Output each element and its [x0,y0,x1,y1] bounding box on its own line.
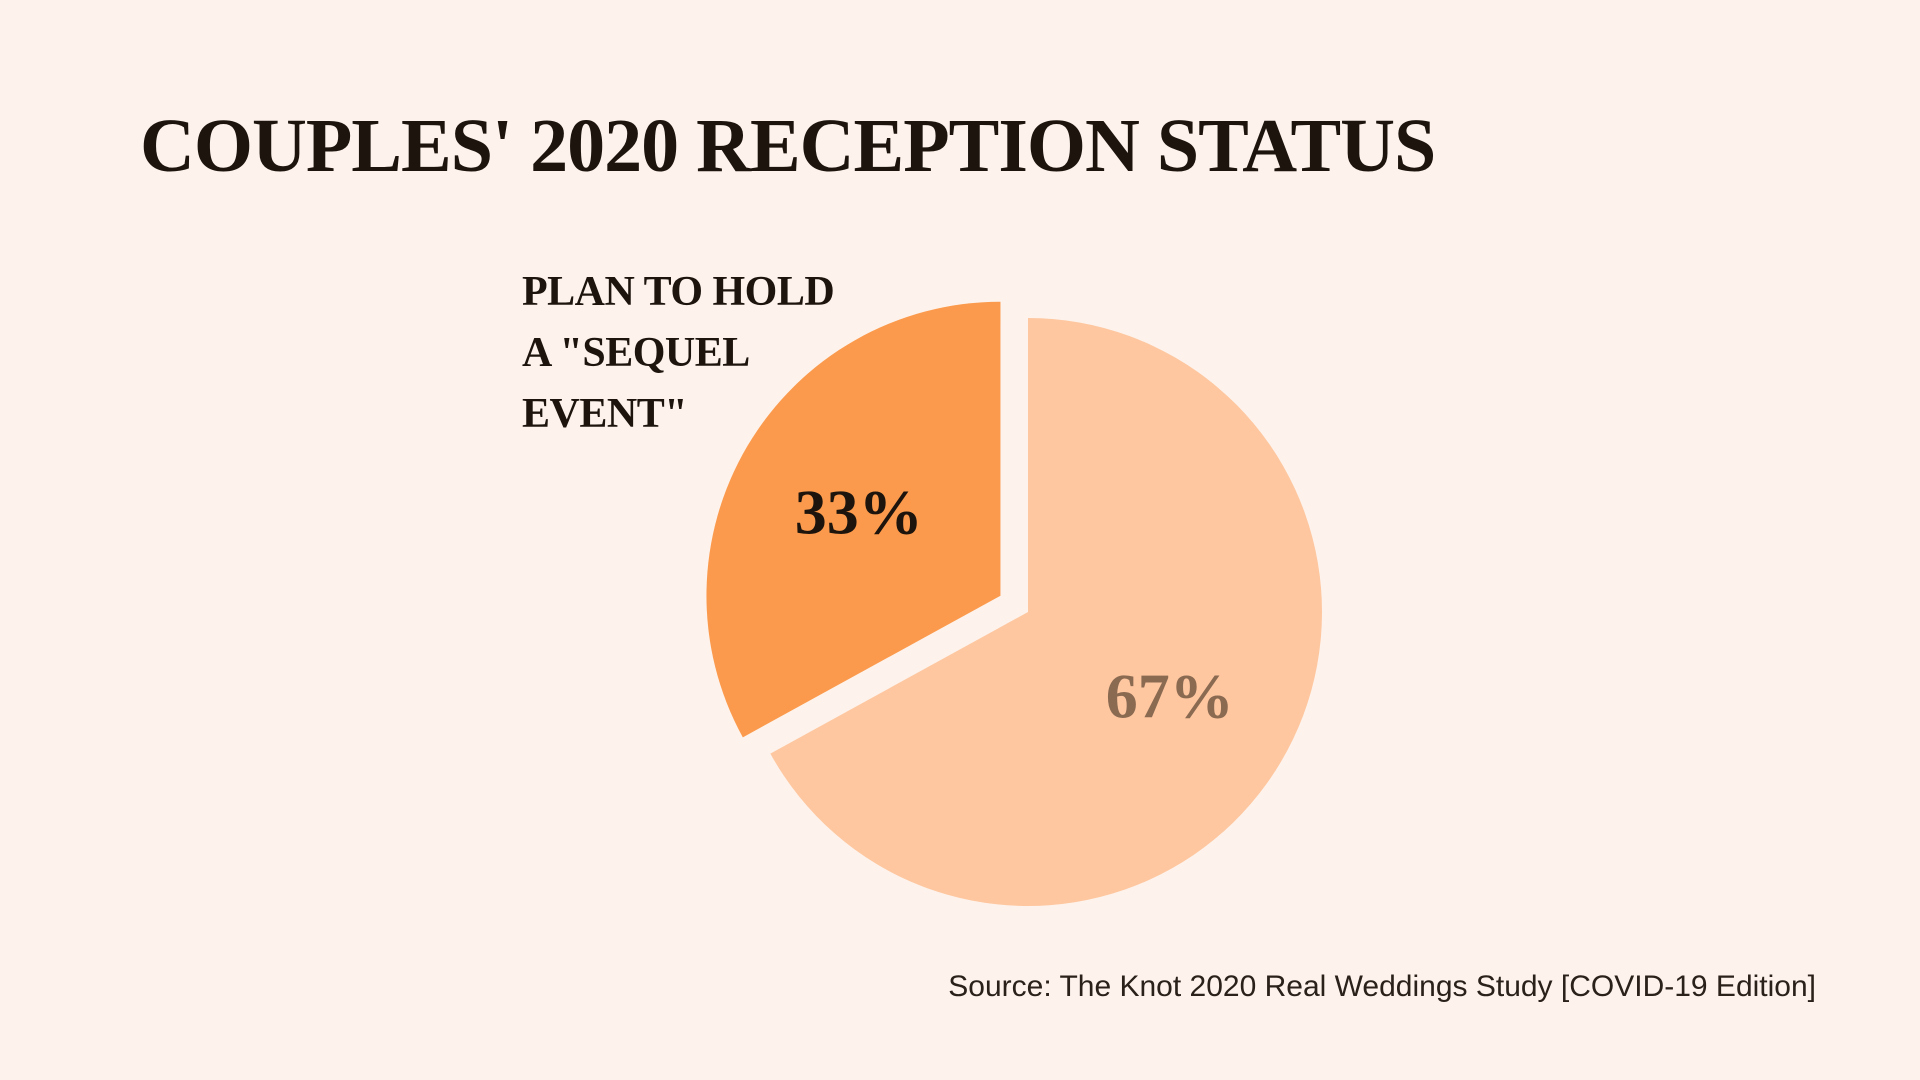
slice-label-sequel-event: PLAN TO HOLD A "SEQUEL EVENT" [522,262,835,445]
pie-slice-1 [706,301,1001,738]
slice-label-line-1: PLAN TO HOLD [522,269,835,315]
pie-slice-2 [770,318,1322,906]
pie-value-label-1: 33% [795,476,923,547]
slice-label-line-2: A "SEQUEL [522,330,750,376]
chart-title: COUPLES' 2020 RECEPTION STATUS [140,104,1436,188]
pie-value-labels: 33% 67% [795,476,1234,731]
slice-label-line-3: EVENT" [522,391,688,437]
pie-slices [706,301,1322,906]
pie-value-label-2: 67% [1106,660,1234,731]
source-note: Source: The Knot 2020 Real Weddings Stud… [948,970,1816,1003]
